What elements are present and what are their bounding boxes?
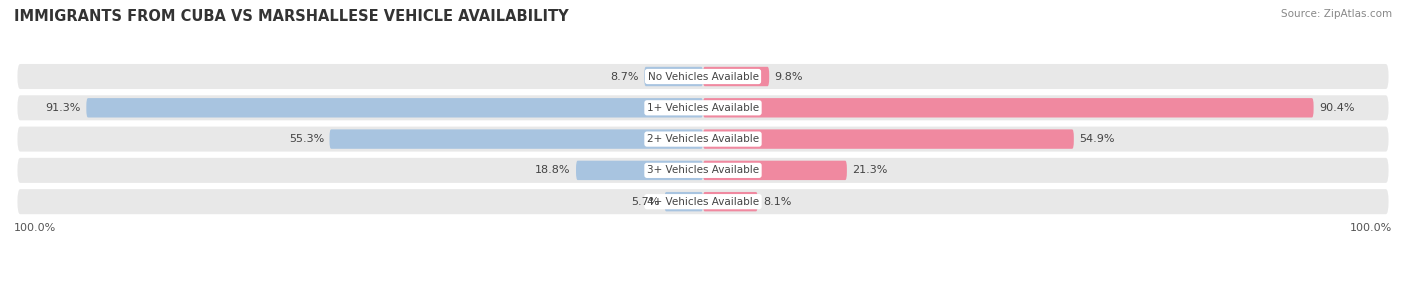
Text: 21.3%: 21.3% [852, 165, 887, 175]
Text: 91.3%: 91.3% [45, 103, 82, 113]
FancyBboxPatch shape [17, 189, 1389, 214]
Text: 55.3%: 55.3% [288, 134, 325, 144]
FancyBboxPatch shape [329, 129, 703, 149]
FancyBboxPatch shape [665, 192, 703, 211]
FancyBboxPatch shape [17, 95, 1389, 120]
FancyBboxPatch shape [703, 67, 769, 86]
Text: 9.8%: 9.8% [775, 72, 803, 82]
Text: 1+ Vehicles Available: 1+ Vehicles Available [647, 103, 759, 113]
Text: 4+ Vehicles Available: 4+ Vehicles Available [647, 197, 759, 207]
Text: 3+ Vehicles Available: 3+ Vehicles Available [647, 165, 759, 175]
Text: 8.7%: 8.7% [610, 72, 638, 82]
Text: 100.0%: 100.0% [1350, 223, 1392, 233]
Text: 90.4%: 90.4% [1319, 103, 1354, 113]
Text: 8.1%: 8.1% [763, 197, 792, 207]
FancyBboxPatch shape [703, 192, 758, 211]
FancyBboxPatch shape [17, 127, 1389, 152]
FancyBboxPatch shape [703, 98, 1313, 118]
FancyBboxPatch shape [17, 64, 1389, 89]
Text: 5.7%: 5.7% [631, 197, 659, 207]
FancyBboxPatch shape [17, 158, 1389, 183]
FancyBboxPatch shape [576, 161, 703, 180]
Text: 18.8%: 18.8% [536, 165, 571, 175]
FancyBboxPatch shape [86, 98, 703, 118]
Text: Source: ZipAtlas.com: Source: ZipAtlas.com [1281, 9, 1392, 19]
FancyBboxPatch shape [703, 129, 1074, 149]
FancyBboxPatch shape [703, 161, 846, 180]
Text: IMMIGRANTS FROM CUBA VS MARSHALLESE VEHICLE AVAILABILITY: IMMIGRANTS FROM CUBA VS MARSHALLESE VEHI… [14, 9, 568, 23]
Text: 2+ Vehicles Available: 2+ Vehicles Available [647, 134, 759, 144]
FancyBboxPatch shape [644, 67, 703, 86]
Text: 54.9%: 54.9% [1080, 134, 1115, 144]
Text: 100.0%: 100.0% [14, 223, 56, 233]
Text: No Vehicles Available: No Vehicles Available [648, 72, 758, 82]
